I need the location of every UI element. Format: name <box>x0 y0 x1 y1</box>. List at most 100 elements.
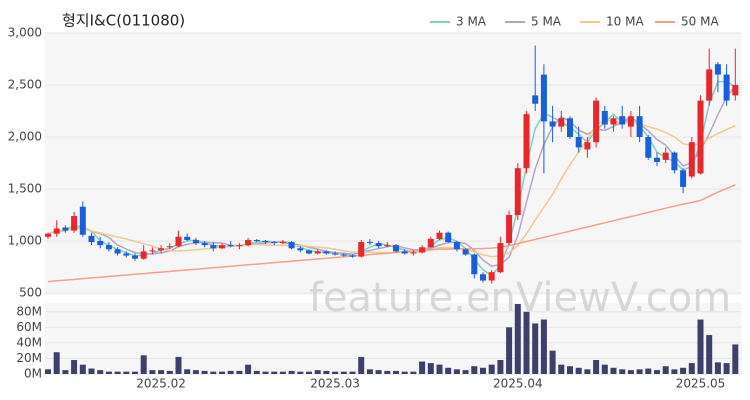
candle-body <box>645 137 652 158</box>
candle-body <box>219 245 225 249</box>
volume-bar <box>532 323 539 374</box>
volume-bar <box>349 371 356 374</box>
legend-label: 3 MA <box>456 15 487 29</box>
volume-bar <box>523 311 530 374</box>
candle-body <box>619 116 626 125</box>
volume-bar <box>410 371 417 374</box>
volume-bar <box>175 356 182 374</box>
volume-bar <box>688 363 695 374</box>
candle-body <box>262 241 269 243</box>
candle-body <box>410 252 417 254</box>
volume-bar <box>706 335 713 374</box>
volume-bar <box>697 319 704 374</box>
volume-bar <box>279 371 286 374</box>
volume-bar <box>123 371 130 374</box>
volume-bar <box>453 369 460 374</box>
candle-body <box>462 249 469 255</box>
y-tick-label: 1,500 <box>8 182 42 196</box>
volume-bar <box>366 369 373 374</box>
volume-bar <box>105 371 112 374</box>
candle-body <box>627 116 634 127</box>
volume-bar <box>158 370 165 374</box>
price-panel <box>45 33 742 295</box>
candle-body <box>714 64 721 75</box>
volume-bar <box>636 369 643 374</box>
candle-body <box>706 69 713 101</box>
volume-bar <box>445 367 452 374</box>
volume-bar <box>45 369 51 374</box>
volume-bar <box>184 369 191 374</box>
candle-body <box>610 118 617 125</box>
candle-body <box>236 245 243 247</box>
volume-bar <box>236 370 243 374</box>
volume-bar <box>219 371 225 374</box>
volume-bar <box>358 356 365 374</box>
volume-tick-label: 60M <box>16 320 42 334</box>
candle-body <box>401 251 408 254</box>
candle-body <box>419 247 426 253</box>
candle-body <box>680 170 687 187</box>
volume-bar <box>393 370 399 374</box>
volume-bar <box>88 368 95 374</box>
candle-body <box>79 206 86 235</box>
candle-body <box>384 245 391 247</box>
candle-body <box>393 245 399 252</box>
volume-bar <box>619 369 626 374</box>
volume-bar <box>671 369 678 374</box>
x-tick-label: 2025.04 <box>493 377 543 391</box>
candle-body <box>662 152 669 160</box>
volume-bar <box>314 370 321 374</box>
candle-body <box>558 118 565 127</box>
candle-body <box>114 249 121 254</box>
candle-body <box>445 232 452 243</box>
x-tick-label: 2025.03 <box>310 377 360 391</box>
candle-body <box>453 242 460 250</box>
y-tick-label: 500 <box>19 286 42 300</box>
volume-bar <box>262 371 269 374</box>
candle-body <box>506 215 513 244</box>
ma-line <box>47 184 736 283</box>
volume-bar <box>540 319 547 374</box>
candle-body <box>253 239 260 241</box>
volume-bar <box>323 370 330 374</box>
candle-body <box>192 239 199 244</box>
volume-bar <box>401 371 408 374</box>
volume-bar <box>610 367 617 374</box>
candle-body <box>584 142 591 150</box>
volume-bar <box>375 370 382 374</box>
y-tick-label: 2,500 <box>8 78 42 92</box>
volume-bar <box>332 371 339 374</box>
candle-body <box>210 245 217 249</box>
candle-body <box>523 114 530 169</box>
candle-body <box>158 248 165 251</box>
volume-bar <box>149 370 156 374</box>
y-tick-label: 1,000 <box>8 234 42 248</box>
candle-body <box>45 233 51 237</box>
volume-bar <box>680 367 687 374</box>
volume-bar <box>253 370 260 374</box>
volume-bar <box>132 371 138 374</box>
candle-body <box>105 245 112 250</box>
volume-tick-label: 0M <box>24 367 42 381</box>
candle-body <box>567 118 573 137</box>
candle-body <box>306 250 312 254</box>
volume-bar <box>506 327 513 374</box>
volume-bar <box>340 371 347 374</box>
candle-body <box>288 242 295 249</box>
candle-body <box>201 243 208 246</box>
volume-bar <box>114 371 121 374</box>
candle-body <box>601 111 608 125</box>
candle-body <box>97 241 104 246</box>
volume-tick-label: 40M <box>16 335 42 349</box>
volume-bar <box>662 366 669 374</box>
volume-bar <box>210 371 217 374</box>
candle-body <box>53 228 60 234</box>
candle-body <box>575 137 582 148</box>
volume-bar <box>297 371 304 374</box>
candle-body <box>245 239 252 246</box>
volume-panel <box>45 303 742 374</box>
volume-bar <box>645 368 652 374</box>
volume-bar <box>549 350 556 374</box>
volume-bar <box>584 369 591 374</box>
